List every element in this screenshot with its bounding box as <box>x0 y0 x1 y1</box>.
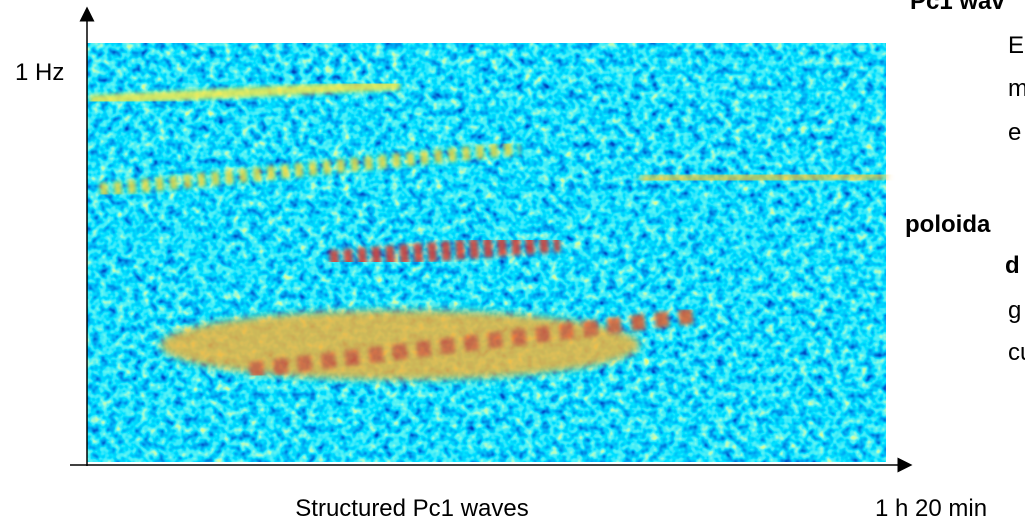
x-axis-label: 1 h 20 min <box>875 495 987 522</box>
side-text: m <box>1008 75 1025 102</box>
side-heading: Pc1 wav <box>910 0 1005 15</box>
streak <box>99 141 521 197</box>
side-text: E <box>1008 32 1024 59</box>
side-text: cu <box>1008 339 1025 366</box>
side-subheading: poloida <box>905 211 991 238</box>
caption: Structured Pc1 waves <box>295 495 528 522</box>
side-text: e <box>1008 119 1021 146</box>
y-axis-label: 1 Hz <box>15 59 64 86</box>
side-subheading: d <box>1005 252 1020 279</box>
spectrogram <box>87 43 887 462</box>
streak <box>249 307 701 378</box>
spectrogram-features <box>87 43 887 462</box>
streak <box>329 232 561 270</box>
streak <box>89 80 401 105</box>
side-text: g <box>1008 297 1021 324</box>
streak <box>639 170 887 185</box>
